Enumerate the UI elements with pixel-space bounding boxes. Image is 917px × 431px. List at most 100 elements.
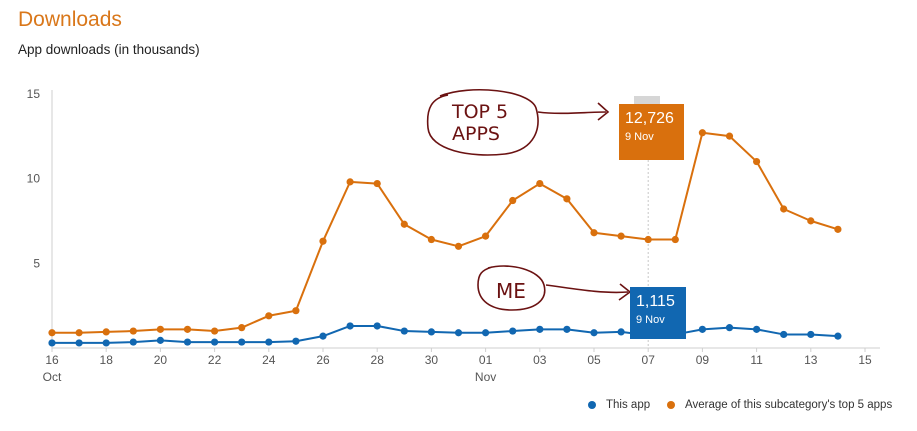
data-point-top5 bbox=[211, 327, 219, 335]
x-tick-label: 18 bbox=[100, 353, 114, 367]
x-tick-label: 13 bbox=[804, 353, 818, 367]
legend-item-this-app[interactable]: This app bbox=[588, 399, 650, 411]
data-point-this-app bbox=[482, 329, 490, 337]
data-point-top5 bbox=[75, 329, 83, 337]
data-point-top5 bbox=[238, 324, 246, 332]
data-point-this-app bbox=[238, 338, 246, 346]
hover-stub bbox=[634, 96, 660, 104]
x-tick-label: 15 bbox=[858, 353, 872, 367]
data-point-this-app bbox=[509, 327, 517, 335]
data-point-this-app bbox=[427, 328, 435, 336]
data-point-this-app bbox=[346, 322, 354, 330]
x-tick-label: 07 bbox=[642, 353, 656, 367]
legend-dot-top5 bbox=[667, 401, 675, 409]
tooltip-this-app: 1,115 9 Nov bbox=[630, 287, 686, 339]
x-tick-label: 16 bbox=[45, 353, 59, 367]
data-point-top5 bbox=[292, 307, 300, 315]
data-point-top5 bbox=[48, 329, 56, 337]
data-point-this-app bbox=[400, 327, 408, 335]
tooltip-top5-value: 12,726 bbox=[625, 110, 674, 127]
data-point-this-app bbox=[617, 328, 625, 336]
legend-label-this-app: This app bbox=[606, 399, 651, 411]
annotation-top5: TOP 5 APPS bbox=[452, 101, 508, 145]
y-tick-label: 15 bbox=[27, 87, 41, 101]
chart-title: Downloads bbox=[18, 8, 122, 31]
data-point-top5 bbox=[834, 225, 842, 233]
tooltip-top5: 12,726 9 Nov bbox=[619, 104, 684, 160]
data-point-top5 bbox=[346, 178, 354, 186]
legend-item-top5[interactable]: Average of this subcategory's top 5 apps bbox=[667, 399, 892, 411]
annotation-top5-line1: TOP 5 bbox=[452, 101, 509, 123]
series-line-this-app bbox=[52, 324, 838, 344]
data-point-top5 bbox=[807, 217, 815, 225]
data-point-this-app bbox=[698, 325, 707, 333]
legend-label-top5: Average of this subcategory's top 5 apps bbox=[685, 399, 893, 411]
data-point-top5 bbox=[753, 157, 761, 166]
x-tick-label: 20 bbox=[154, 353, 168, 367]
data-point-top5 bbox=[427, 235, 435, 244]
data-point-top5 bbox=[129, 327, 137, 335]
data-point-top5 bbox=[671, 235, 679, 244]
x-tick-label: 01 bbox=[479, 353, 493, 367]
tooltip-this-app-value: 1,115 bbox=[636, 293, 675, 310]
annotation-top5-circle bbox=[426, 88, 539, 156]
series-line-top5 bbox=[52, 131, 839, 334]
x-tick-label: 22 bbox=[208, 353, 222, 367]
x-tick-label: 03 bbox=[533, 353, 547, 367]
data-point-this-app bbox=[807, 330, 815, 339]
data-point-top5 bbox=[319, 237, 327, 245]
data-point-this-app bbox=[536, 325, 544, 333]
x-month-label: Nov bbox=[475, 370, 496, 384]
annotation-me-arrow bbox=[545, 284, 629, 294]
data-point-this-app bbox=[48, 339, 56, 347]
data-point-top5 bbox=[454, 242, 463, 250]
data-point-top5 bbox=[536, 179, 544, 188]
x-tick-label: 24 bbox=[262, 353, 276, 367]
data-point-top5 bbox=[590, 229, 598, 237]
data-point-top5 bbox=[725, 132, 734, 140]
data-point-this-app bbox=[563, 325, 571, 333]
data-point-this-app bbox=[102, 339, 110, 347]
data-point-top5 bbox=[156, 325, 164, 333]
data-point-this-app bbox=[725, 324, 734, 332]
data-point-this-app bbox=[75, 339, 83, 347]
data-point-this-app bbox=[834, 332, 842, 340]
data-point-this-app bbox=[590, 329, 598, 337]
series-this-app bbox=[48, 322, 842, 347]
x-tick-label: 11 bbox=[750, 353, 763, 367]
data-point-top5 bbox=[644, 235, 652, 244]
legend-dot-this-app bbox=[588, 401, 596, 409]
data-point-top5 bbox=[183, 325, 192, 333]
data-point-top5 bbox=[102, 328, 110, 336]
x-tick-label: 09 bbox=[696, 353, 710, 367]
annotation-me-circle bbox=[477, 265, 546, 311]
x-tick-label: 30 bbox=[425, 353, 439, 367]
data-point-this-app bbox=[753, 325, 761, 333]
data-point-top5 bbox=[373, 179, 381, 188]
data-point-this-app bbox=[373, 322, 381, 330]
annotation-top5-arrow bbox=[537, 111, 607, 115]
data-point-this-app bbox=[319, 332, 327, 340]
x-month-label: Oct bbox=[43, 370, 62, 384]
data-point-top5 bbox=[265, 312, 273, 320]
data-point-top5 bbox=[509, 196, 517, 205]
y-tick-label: 10 bbox=[27, 172, 41, 186]
annotation-me: ME bbox=[496, 279, 526, 303]
annotation-top5-line2: APPS bbox=[452, 123, 500, 145]
x-tick-label: 28 bbox=[371, 353, 385, 367]
data-point-top5 bbox=[400, 220, 408, 228]
data-point-top5 bbox=[698, 129, 707, 137]
annotation-top5-arrowhead bbox=[597, 102, 610, 121]
y-tick-label: 5 bbox=[33, 256, 40, 270]
chart-subtitle: App downloads (in thousands) bbox=[18, 42, 200, 57]
data-point-this-app bbox=[265, 338, 273, 346]
x-tick-label: 05 bbox=[587, 353, 601, 367]
data-point-top5 bbox=[482, 232, 490, 240]
tooltip-this-app-date: 9 Nov bbox=[636, 314, 665, 326]
data-point-this-app bbox=[211, 338, 219, 346]
data-point-this-app bbox=[156, 336, 164, 344]
data-point-this-app bbox=[292, 337, 300, 345]
data-point-top5 bbox=[780, 205, 788, 213]
data-point-this-app bbox=[129, 338, 137, 346]
